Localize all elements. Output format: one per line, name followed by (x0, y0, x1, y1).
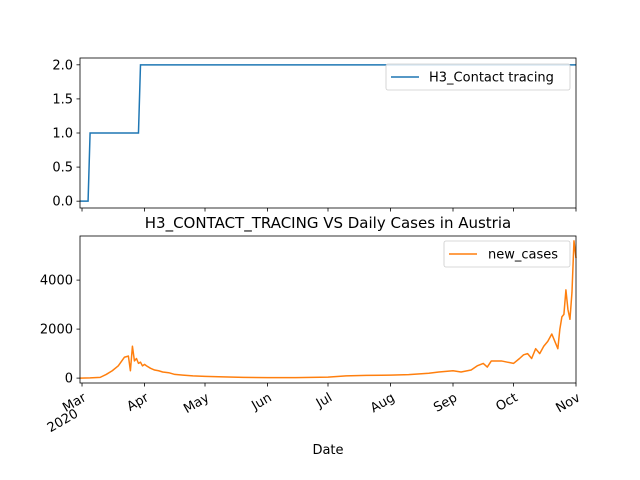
bottom-series-line (79, 240, 577, 379)
bottom-legend-box (443, 240, 571, 268)
top-legend-box (385, 63, 571, 91)
top-y-tick-label: 1.5 (52, 92, 73, 107)
top-series-line (80, 64, 576, 202)
top-legend-label: H3_Contact tracing (429, 71, 554, 86)
top-y-tick-label: 0.0 (52, 195, 73, 210)
bottom-x-axis-label: Date (312, 443, 343, 458)
bottom-y-tick-label: 0 (65, 372, 73, 387)
bottom-y-tick-label: 4000 (40, 274, 73, 289)
bottom-y-axis: 0 2000 4000 (40, 274, 80, 387)
top-x-axis-ticks (81, 208, 577, 212)
bottom-legend-label: new_cases (488, 248, 558, 263)
bottom-chart-title: H3_CONTACT_TRACING VS Daily Cases in Aus… (145, 214, 511, 233)
top-y-tick-label: 2.0 (52, 58, 73, 73)
bottom-y-tick-label: 2000 (40, 323, 73, 338)
top-subplot: 0.0 0.5 1.0 1.5 2.0 H3_Contact tracing (52, 57, 577, 212)
bottom-subplot: H3_CONTACT_TRACING VS Daily Cases in Aus… (40, 214, 583, 458)
bottom-x-tick-label: Jul (313, 390, 335, 411)
top-y-axis: 0.0 0.5 1.0 1.5 2.0 (52, 58, 80, 210)
top-series-group (80, 64, 576, 202)
top-legend: H3_Contact tracing (385, 63, 571, 91)
bottom-series-group (79, 240, 577, 379)
bottom-legend: new_cases (443, 240, 571, 268)
top-y-tick-label: 1.0 (52, 127, 73, 142)
top-y-tick-label: 0.5 (52, 161, 73, 176)
